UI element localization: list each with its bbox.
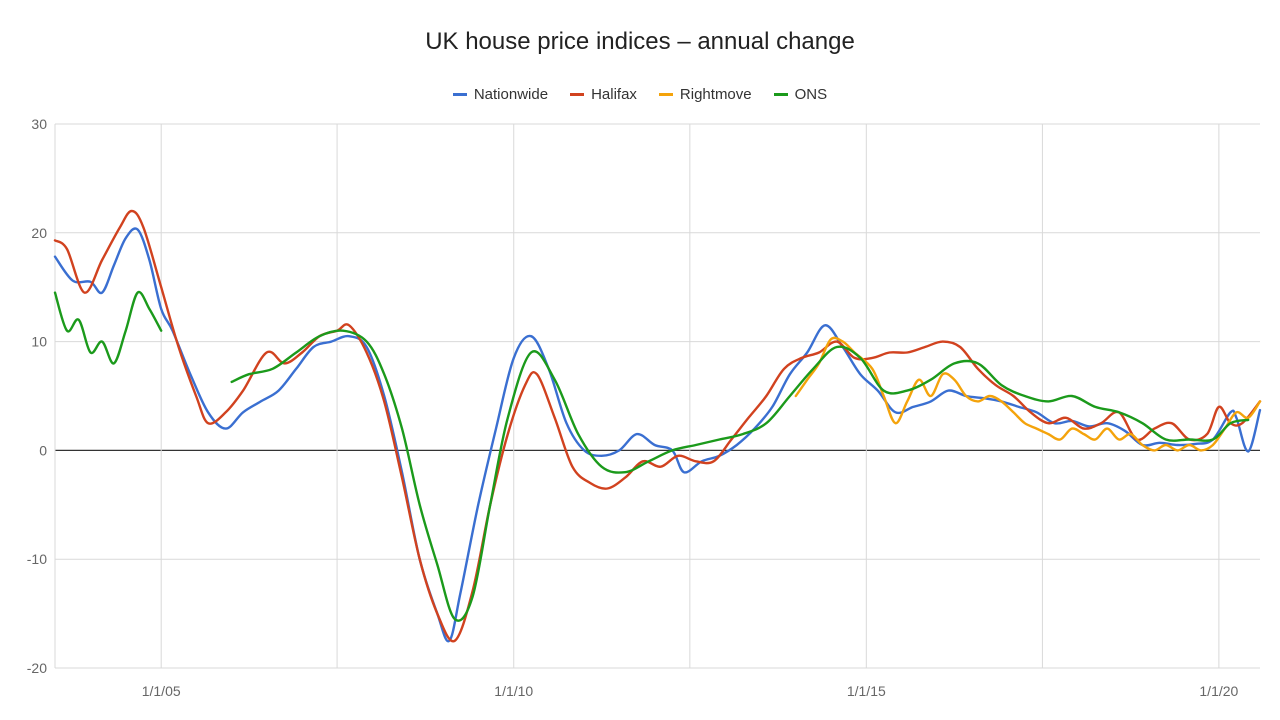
legend-swatch-rightmove (658, 93, 673, 96)
y-tick-label: 10 (31, 334, 47, 350)
series-line-rightmove[interactable] (794, 336, 1262, 452)
legend-label-ons: ONS (794, 86, 828, 103)
legend-item-ons[interactable]: ONS (773, 86, 828, 103)
legend-label-halifax: Halifax (591, 86, 637, 103)
series-line-nationwide[interactable] (53, 227, 1262, 643)
legend-label-nationwide: Nationwide (473, 86, 549, 103)
legend-swatch-ons (773, 93, 788, 96)
x-tick-label: 1/1/05 (142, 683, 181, 699)
x-tick-label: 1/1/10 (494, 683, 533, 699)
series-line-ons[interactable] (53, 290, 163, 365)
legend-swatch-nationwide (452, 93, 467, 96)
y-tick-label: 30 (31, 116, 47, 132)
legend-item-nationwide[interactable]: Nationwide (452, 86, 549, 103)
series-line-ons[interactable] (230, 329, 1250, 622)
gridlines (54, 123, 1260, 669)
chart-title: UK house price indices – annual change (425, 28, 855, 55)
series-line-halifax[interactable] (53, 209, 1262, 643)
legend-item-halifax[interactable]: Halifax (570, 86, 637, 103)
y-tick-label: 20 (31, 225, 47, 241)
legend-label-rightmove: Rightmove (679, 86, 752, 103)
y-tick-label: -20 (27, 660, 47, 676)
legend-item-rightmove[interactable]: Rightmove (658, 86, 752, 103)
x-tick-label: 1/1/15 (847, 683, 886, 699)
x-tick-label: 1/1/20 (1199, 683, 1238, 699)
y-tick-label: 0 (39, 442, 47, 458)
series-lines (53, 209, 1262, 643)
legend-swatch-halifax (570, 93, 585, 96)
axis-labels: -20 -10 0 10 20 30 1/1/05 1/1/10 1/1/15 1/1/20 (27, 116, 1239, 699)
y-tick-label: -10 (27, 551, 47, 567)
legend: Nationwide Halifax Rightmove ONS (0, 86, 1280, 103)
